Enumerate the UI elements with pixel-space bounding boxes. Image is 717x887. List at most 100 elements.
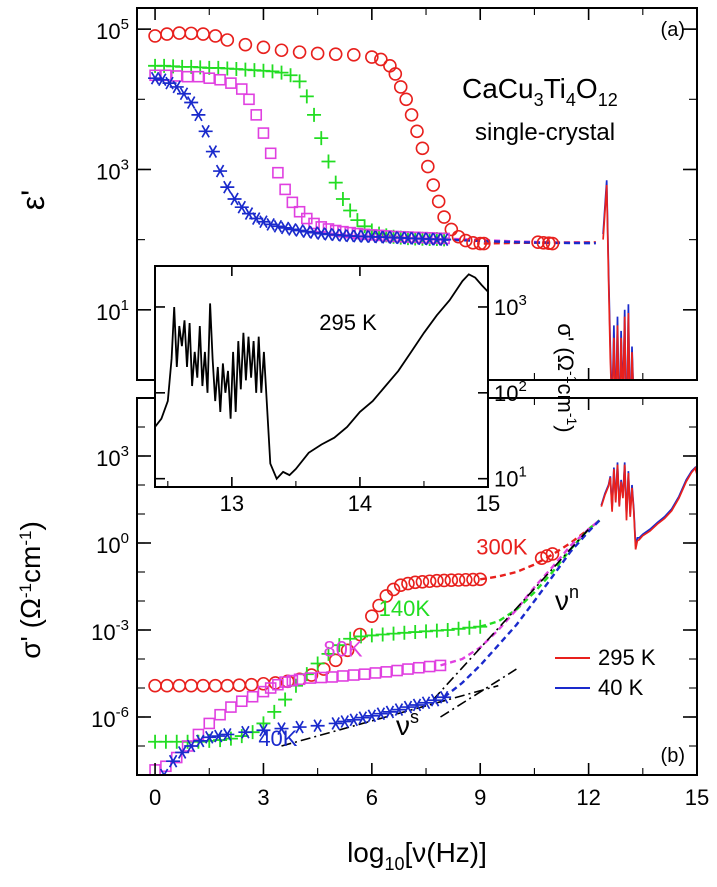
panel-a-series-c80-2 xyxy=(149,69,450,245)
panel-b-point-c300 xyxy=(372,598,386,613)
panel-a-point-c40 xyxy=(263,217,278,231)
panel-a-point-c80 xyxy=(286,196,299,209)
panel-b-point-c300 xyxy=(220,678,235,693)
panel-a-point-c140 xyxy=(299,89,314,104)
panel-b-point-c40 xyxy=(328,717,343,730)
panel-b-point-c40 xyxy=(337,715,352,728)
panel-b-dashed-line-c80-2 xyxy=(440,519,601,667)
panel-a-point-c140 xyxy=(274,65,289,80)
panel-b-series-c140-1 xyxy=(148,619,488,749)
panel-a-point-c40 xyxy=(278,221,293,235)
panel-a-point-c140 xyxy=(292,74,307,89)
panel-a-point-c80 xyxy=(308,217,320,230)
inset-x-tick-label: 15 xyxy=(476,491,500,516)
panel-b-point-c40 xyxy=(400,700,415,714)
panel-b-ir-line-ir295-1 xyxy=(600,464,697,550)
panel-a-point-c140 xyxy=(328,175,343,190)
panel-b-point-c80 xyxy=(380,666,393,678)
panel-a-point-c80 xyxy=(203,72,216,84)
panel-a-point-c80 xyxy=(225,77,237,89)
panel-a-point-c300 xyxy=(208,29,223,43)
panel-b-point-c40 xyxy=(202,730,217,744)
panel-b-series-c300-0 xyxy=(148,572,488,693)
panel-b-point-c140 xyxy=(256,716,271,731)
panel-a-point-c300 xyxy=(196,27,210,41)
panel-b-point-c300 xyxy=(473,572,488,587)
panel-a-point-c300 xyxy=(466,236,480,250)
panel-b-point-c300 xyxy=(408,575,422,590)
compound-label: CaCu3Ti4O12 xyxy=(462,73,618,110)
panel-b-point-c40 xyxy=(310,719,325,733)
panel-b-point-c40 xyxy=(364,709,379,723)
panel-a-point-c300 xyxy=(393,80,408,94)
panel-b-point-c80 xyxy=(413,661,425,674)
panel-b-point-c80 xyxy=(337,670,349,682)
inset-plot-area xyxy=(155,273,488,481)
panel-a-point-c40 xyxy=(234,200,249,214)
panel-b-point-c80 xyxy=(391,664,403,677)
panel-b-point-c40 xyxy=(256,723,271,737)
inset-background xyxy=(155,266,488,487)
panel-a-point-c80 xyxy=(257,127,270,139)
panel-b-point-c300 xyxy=(422,574,437,589)
inset-line-295k xyxy=(155,273,488,481)
panel-b-point-c40 xyxy=(410,698,424,712)
panel-a-point-c300 xyxy=(421,159,435,174)
panel-b-point-c40 xyxy=(419,696,434,710)
panel-a-point-c300 xyxy=(292,45,307,59)
panel-a-point-c40 xyxy=(299,225,314,239)
panel-b-point-c300 xyxy=(244,677,259,692)
panel-a-point-c80 xyxy=(409,231,421,244)
panel-b-y-tick-label: 100 xyxy=(96,530,129,558)
panel-a-series-c300-4 xyxy=(531,235,560,251)
panel-b-point-c300 xyxy=(458,572,473,587)
x-tick-label: 3 xyxy=(257,785,269,810)
panel-a-point-c40 xyxy=(307,226,322,240)
panel-b-dashed-line-c300-0 xyxy=(480,519,601,581)
panel-a-point-c140 xyxy=(350,213,365,228)
inset-frame xyxy=(154,265,489,488)
panel-b-point-c300 xyxy=(365,609,379,623)
panel-b-point-c300 xyxy=(545,547,560,561)
panel-a-point-c300 xyxy=(473,236,488,251)
panel-b-point-c140 xyxy=(440,623,455,637)
series-label-c300: 300K xyxy=(476,535,528,560)
panel-a-point-c300 xyxy=(365,50,379,64)
panel-b-point-c80 xyxy=(225,701,237,713)
panel-b-point-c80 xyxy=(272,678,284,691)
panel-a-point-c80 xyxy=(416,231,429,244)
panel-b-point-c40 xyxy=(346,713,361,727)
panel-b-point-c300 xyxy=(148,678,162,693)
inset-y-tick-label: 102 xyxy=(494,378,527,406)
panel-a-point-c300 xyxy=(399,92,413,107)
series-label-c80: 80K xyxy=(323,637,362,662)
panel-b-point-c300 xyxy=(437,573,451,588)
panel-a-point-c300 xyxy=(172,26,187,40)
panel-a-point-c40 xyxy=(285,222,300,236)
panel-a-point-c300 xyxy=(160,27,174,41)
panel-b-point-c140 xyxy=(364,628,379,643)
panel-b-y-axis-label: σ' (Ω-1cm-1) xyxy=(15,521,46,659)
panel-b-point-c80 xyxy=(203,717,216,730)
panel-a-point-c300 xyxy=(346,48,361,62)
panel-b-point-c40 xyxy=(184,739,199,753)
panel-b-point-c80 xyxy=(279,676,291,688)
panel-b-point-c80 xyxy=(358,668,371,680)
panel-a-series-c140-1 xyxy=(148,58,452,247)
panel-b-point-c80 xyxy=(214,708,226,721)
series-label-c40: 40K xyxy=(258,726,297,751)
panel-a-point-c80 xyxy=(438,232,450,245)
panel-a-point-c300 xyxy=(238,37,253,52)
panel-b-point-c300 xyxy=(160,678,174,693)
panel-a-point-c80 xyxy=(279,183,291,196)
panel-b-point-c80 xyxy=(257,685,270,698)
panel-a-point-c300 xyxy=(431,194,446,209)
panel-b-point-c300 xyxy=(393,578,408,593)
panel-a-y-axis-label: ε' xyxy=(15,190,51,210)
x-tick-label: 0 xyxy=(149,785,161,810)
panel-b-ir-line-ir40-0 xyxy=(600,462,697,546)
panel-b-guide-line-0 xyxy=(281,684,499,747)
panel-b-plot-area xyxy=(148,462,697,775)
panel-b-point-c140 xyxy=(278,692,293,707)
